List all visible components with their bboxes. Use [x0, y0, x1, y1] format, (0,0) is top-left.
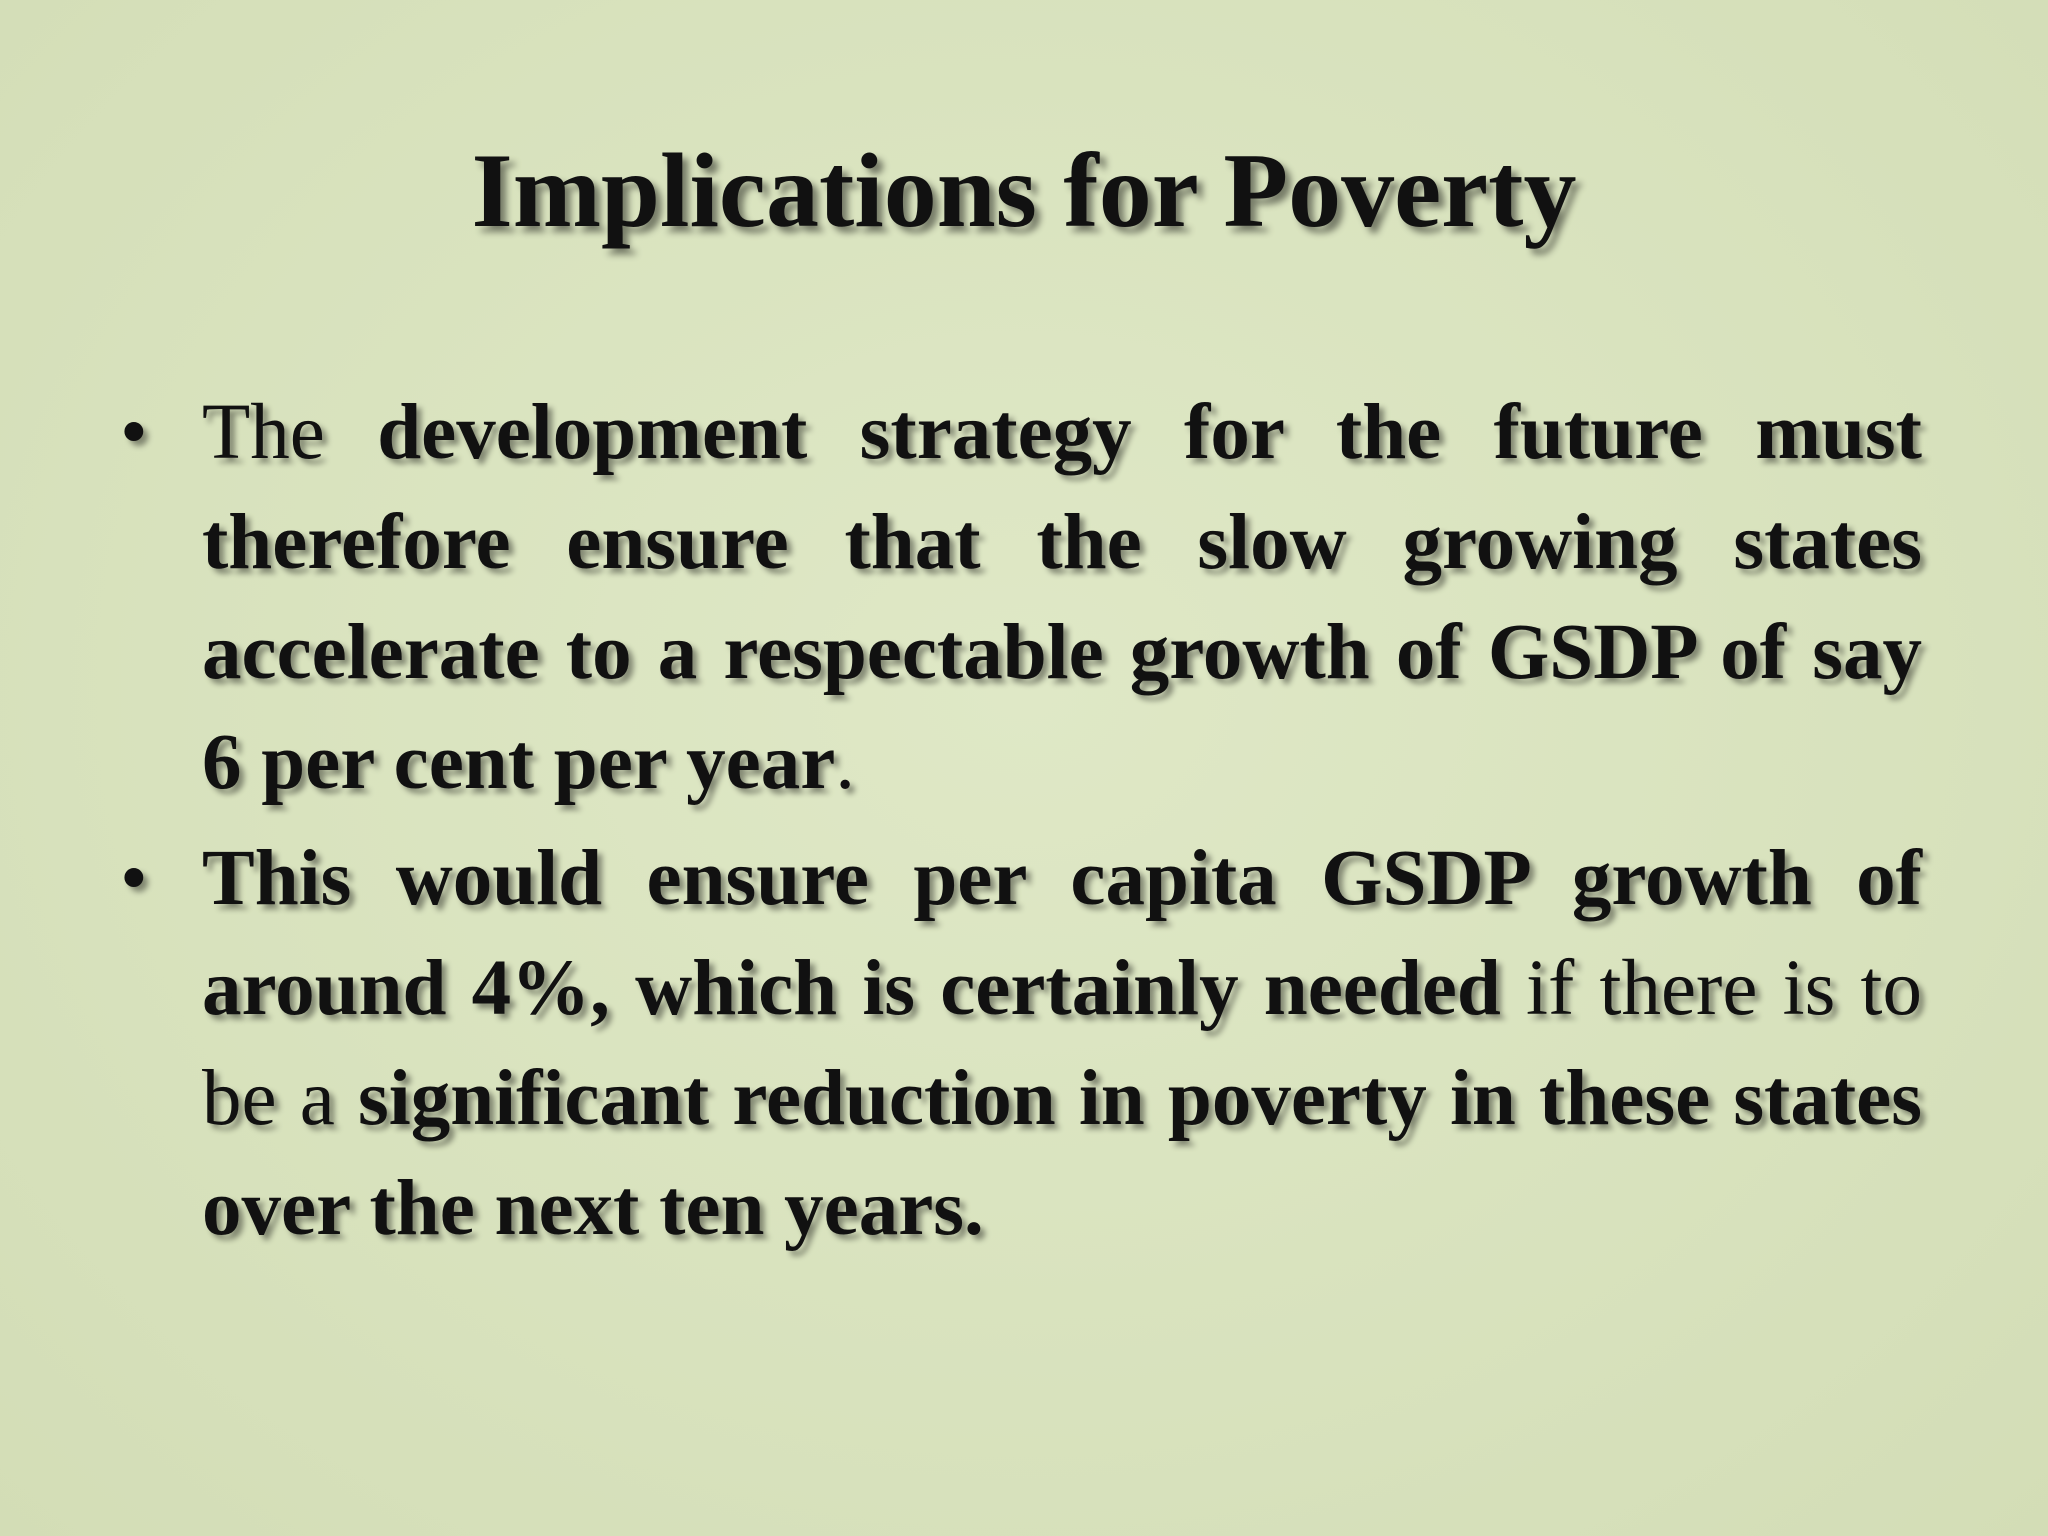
- bullet-item-2: • This would ensure per capita GSDP grow…: [120, 824, 1922, 1264]
- bullet-marker: •: [120, 835, 148, 922]
- bullet-1-run-2: development strategy for the future must…: [202, 389, 1922, 806]
- bullet-item-1: • The development strategy for the futur…: [120, 378, 1922, 818]
- bullet-2-run-3: significant reduction in poverty in thes…: [202, 1055, 1922, 1252]
- bullet-list: • The development strategy for the futur…: [120, 378, 1922, 1270]
- bullet-marker: •: [120, 389, 148, 476]
- bullet-2-run-2: if there is to be a: [202, 945, 1922, 1142]
- bullet-1-run-1: The: [202, 389, 378, 476]
- bullet-1-run-3: .: [835, 719, 856, 806]
- bullet-2-run-1: This would ensure per capita GSDP growth…: [202, 835, 1922, 1032]
- slide-title: Implications for Poverty: [471, 132, 1577, 249]
